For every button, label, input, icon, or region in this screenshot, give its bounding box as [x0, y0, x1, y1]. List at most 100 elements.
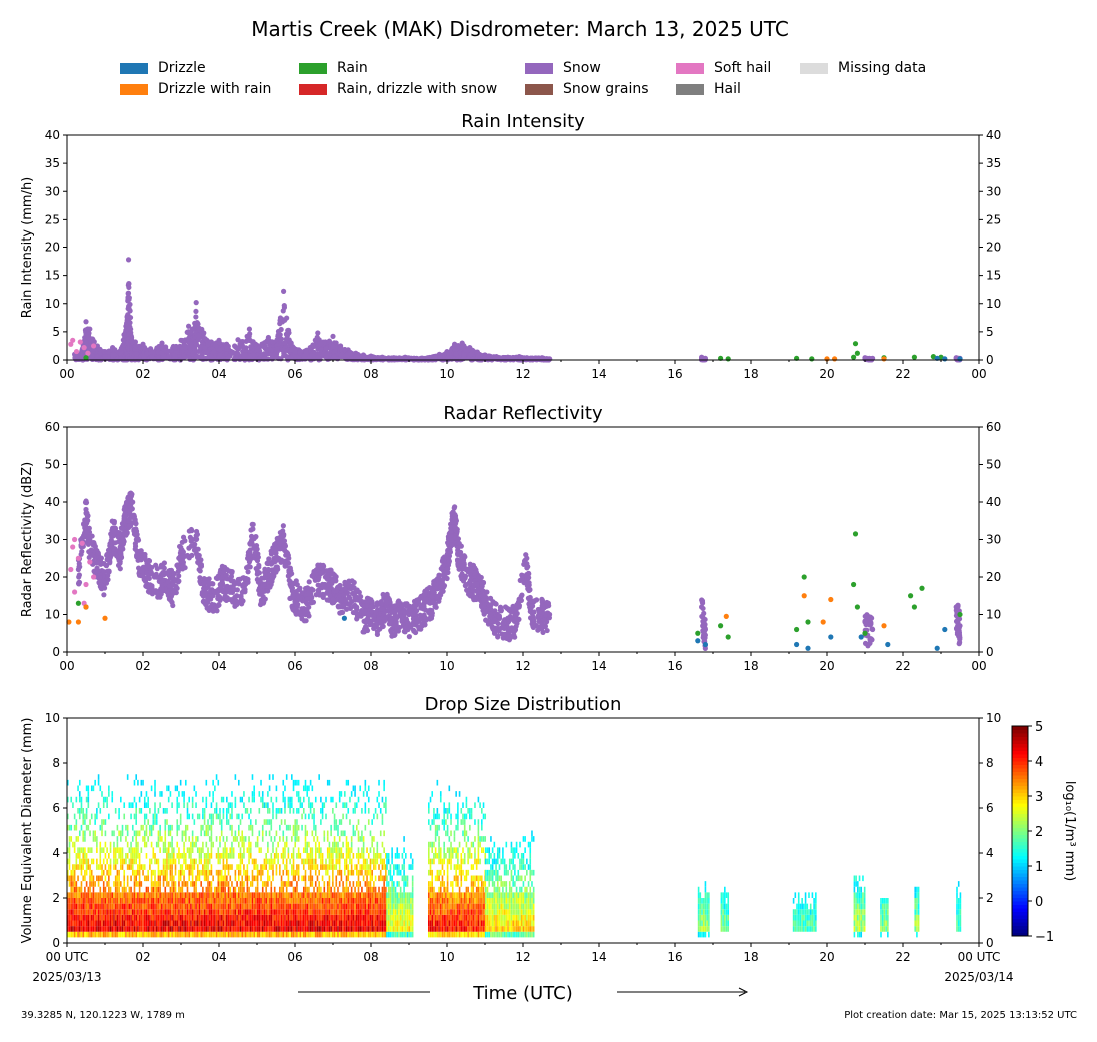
- data-point: [532, 598, 538, 604]
- data-point: [141, 354, 147, 360]
- heatmap-cell: [77, 920, 79, 927]
- data-point: [695, 630, 701, 636]
- data-point: [346, 595, 352, 601]
- heatmap-cell: [85, 931, 88, 938]
- heatmap-cell: [96, 926, 98, 932]
- heatmap-cell: [78, 830, 81, 837]
- data-point: [805, 619, 811, 625]
- data-point: [238, 596, 244, 602]
- data-point: [473, 594, 479, 601]
- data-point: [794, 641, 800, 648]
- heatmap-cell: [94, 914, 96, 921]
- x-tick-label: 16: [667, 367, 682, 381]
- heatmap-cell: [75, 909, 78, 915]
- data-point: [148, 569, 154, 575]
- heatmap-cell: [70, 909, 73, 915]
- data-point: [105, 547, 112, 553]
- data-point: [547, 356, 553, 362]
- heatmap-cell: [78, 909, 81, 915]
- data-point: [276, 556, 282, 562]
- heatmap-cell: [85, 824, 88, 831]
- data-point: [146, 558, 152, 564]
- heatmap-cell: [68, 898, 71, 904]
- data-point: [297, 585, 303, 591]
- heatmap-cell: [80, 920, 83, 927]
- x-tick-label: 10: [439, 659, 454, 673]
- heatmap-cell: [92, 931, 95, 938]
- data-point: [371, 616, 377, 623]
- heatmap-cell: [75, 892, 78, 898]
- x-tick-label: 04: [211, 659, 226, 673]
- data-point: [145, 563, 151, 569]
- heatmap-cell: [72, 914, 74, 921]
- data-point: [138, 557, 144, 563]
- data-point: [361, 609, 367, 616]
- heatmap-cell: [78, 847, 81, 853]
- heatmap-cell: [87, 914, 90, 921]
- heatmap-cell: [97, 903, 100, 910]
- data-point: [267, 572, 273, 578]
- heatmap-cell: [73, 931, 76, 938]
- data-point: [193, 300, 199, 306]
- heatmap-cell: [84, 914, 86, 921]
- data-point: [236, 576, 242, 583]
- heatmap-cell: [96, 914, 98, 921]
- data-point: [281, 303, 287, 309]
- heatmap-cell: [94, 892, 96, 898]
- panel-title: Radar Reflectivity: [443, 403, 603, 424]
- heatmap-cell: [101, 847, 103, 853]
- data-point: [529, 603, 535, 610]
- heatmap-cell: [99, 853, 102, 859]
- heatmap-cell: [92, 830, 95, 837]
- data-point: [231, 586, 238, 593]
- heatmap-cell: [94, 903, 96, 910]
- heatmap-cell: [99, 903, 102, 910]
- heatmap-cell: [87, 791, 90, 797]
- heatmap-cell: [73, 813, 76, 820]
- data-point: [260, 588, 266, 594]
- heatmap-cell: [90, 898, 93, 904]
- data-point: [246, 326, 252, 332]
- heatmap-cell: [75, 920, 78, 927]
- data-point: [400, 602, 406, 609]
- data-point: [881, 623, 887, 629]
- data-point: [315, 587, 321, 593]
- data-point: [437, 354, 443, 360]
- heatmap-cell: [99, 920, 102, 927]
- data-point: [524, 555, 530, 561]
- data-point: [353, 610, 359, 616]
- data-point: [126, 295, 132, 301]
- heatmap-cell: [85, 869, 88, 876]
- heatmap-cell: [101, 869, 103, 876]
- data-point: [110, 352, 116, 358]
- y-tick-label-left: 15: [45, 269, 60, 283]
- data-point: [247, 353, 253, 359]
- data-point: [102, 615, 108, 621]
- heatmap-cell: [78, 886, 81, 893]
- data-point: [310, 342, 316, 348]
- data-point: [68, 566, 74, 573]
- data-point: [487, 595, 494, 601]
- data-point: [455, 562, 462, 568]
- data-point: [531, 617, 537, 623]
- data-point: [699, 598, 706, 604]
- data-point: [79, 540, 85, 546]
- heatmap-cell: [89, 847, 91, 853]
- x-tick-label: 06: [287, 659, 302, 673]
- heatmap-cell: [75, 819, 78, 825]
- heatmap-cell: [78, 813, 81, 820]
- data-point: [275, 328, 282, 335]
- heatmap-cell: [90, 875, 93, 882]
- data-point: [547, 611, 553, 618]
- heatmap-cell: [90, 909, 93, 915]
- data-point: [723, 613, 729, 619]
- heatmap-cell: [84, 869, 86, 876]
- heatmap-cell: [85, 813, 88, 820]
- data-point: [238, 339, 244, 345]
- heatmap-cell: [73, 920, 76, 927]
- heatmap-cell: [80, 898, 83, 904]
- data-point: [189, 552, 195, 558]
- data-point: [431, 581, 437, 587]
- heatmap-cell: [78, 808, 81, 814]
- data-point: [95, 568, 101, 574]
